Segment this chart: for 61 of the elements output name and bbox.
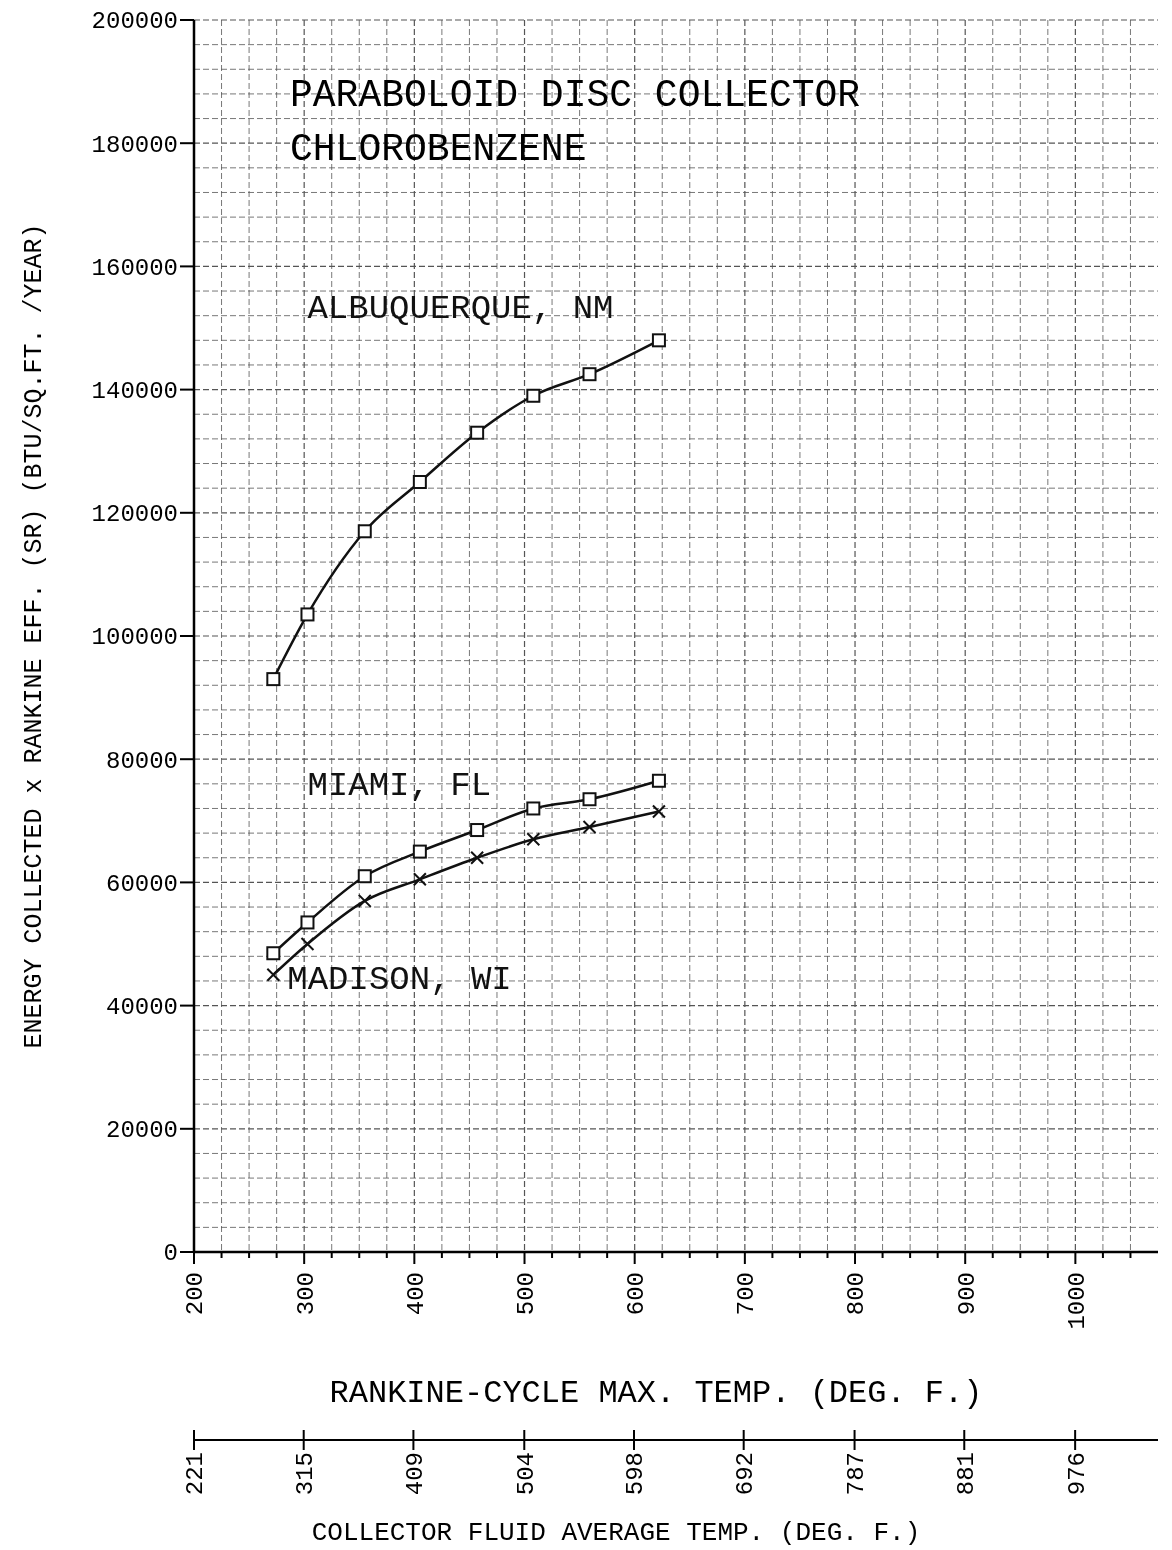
y-tick-label: 180000 [91,131,178,159]
point [651,333,666,348]
y-tick-label: 80000 [105,747,178,775]
x2-tick-label: 504 [512,1452,540,1496]
y-tick-label: 60000 [105,870,178,898]
point [651,804,666,819]
point [412,475,427,489]
x-axis-title: RANKINE-CYCLE MAX. TEMP. (DEG. F.) [329,1375,983,1412]
y-tick-label: 100000 [91,624,178,652]
point [526,801,541,816]
x-tick-label: 600 [623,1272,651,1316]
y-tick-label: 160000 [91,254,178,282]
point [651,773,666,788]
point [526,388,541,403]
x-tick-label: 800 [843,1272,871,1316]
x2-tick-label: 692 [732,1452,760,1496]
x2-axis-title: COLLECTOR FLUID AVERAGE TEMP. (DEG. F.) [311,1518,921,1548]
x2-tick-label: 787 [842,1452,870,1496]
point [357,893,372,908]
x-tick-label: 900 [953,1272,981,1316]
point [412,872,427,887]
x2-tick-label: 598 [622,1452,650,1496]
point [470,823,485,838]
point [412,844,427,859]
text: PARABOLOID DISC COLLECTOR [290,74,861,117]
point [266,946,281,961]
point [582,819,597,834]
y-tick-label: 200000 [91,8,178,36]
x-tick-label: 1000 [1063,1272,1091,1330]
x2-tick-label: 315 [292,1452,320,1496]
point [582,367,597,382]
x-tick-label: 400 [402,1272,430,1316]
point [582,792,597,807]
point [357,869,372,884]
x-tick-label: 500 [512,1272,540,1316]
y-axis-title: ENERGY COLLECTED x RANKINE EFF. (SR) (BTU/SQ.FT. /YEAR) [19,223,49,1049]
point [266,672,281,687]
point [300,607,315,622]
x-tick-label: 700 [733,1272,761,1316]
series-label: ALBUQUERQUE, NM [307,290,614,329]
x-tick-label: 300 [292,1272,320,1316]
x2-tick-label: 881 [952,1452,980,1496]
y-tick-label: 40000 [105,994,178,1021]
y-tick-label: 20000 [105,1117,178,1145]
point [526,832,541,847]
x2-tick-label: 221 [182,1452,210,1496]
point [300,937,315,951]
series-label: MIAMI, FL [307,766,492,805]
x2-tick-label: 409 [401,1452,429,1496]
series-label: MADISON, WI [287,960,512,999]
point [470,425,485,440]
text: CHLOROBENZENE [290,128,587,171]
point [357,524,372,539]
x2-tick-label: 976 [1063,1452,1091,1496]
point [266,967,281,982]
x-tick-label: 200 [182,1272,210,1316]
y-tick-label: 0 [163,1240,178,1268]
y-tick-label: 140000 [91,378,178,405]
y-tick-label: 120000 [91,501,178,529]
point [300,915,315,930]
point [470,850,485,865]
